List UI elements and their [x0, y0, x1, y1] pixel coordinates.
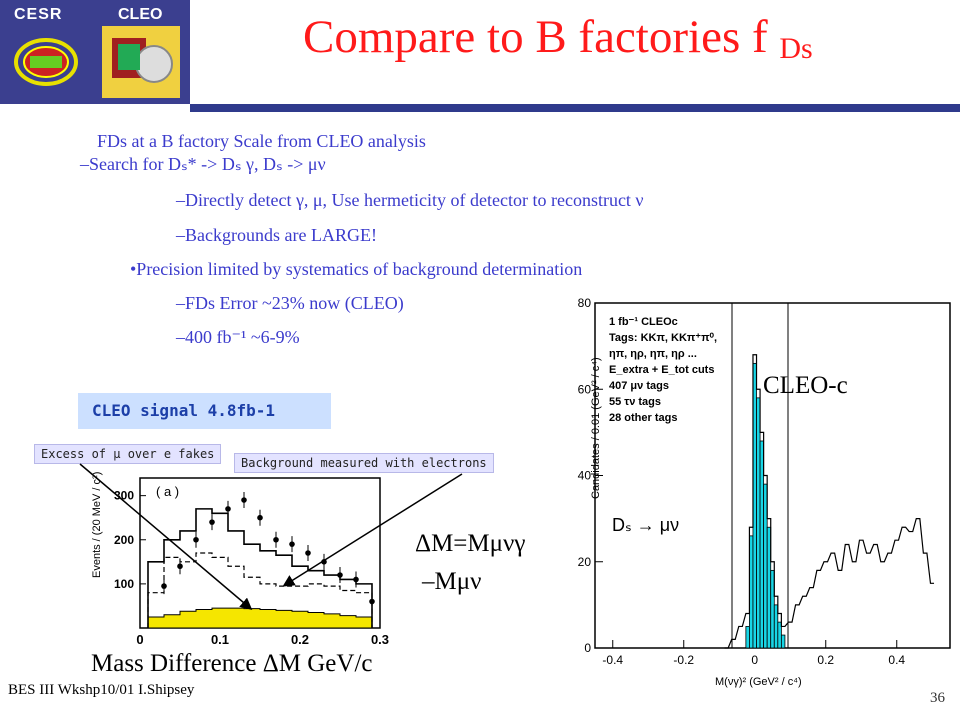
left-x-tick-label: 0.2 — [291, 632, 309, 647]
right-legend-line: ηπ, ηρ, ηπ, ηρ ... — [609, 348, 697, 360]
left-data-point — [321, 559, 327, 565]
right-y-tick-label: 80 — [578, 296, 592, 310]
bullet-6: –400 fb⁻¹ ~6-9% — [176, 327, 300, 347]
cleo-c-label: CLEO-c — [763, 372, 848, 399]
left-data-point — [161, 583, 167, 589]
header-logo-panel: CESR CLEO — [0, 0, 190, 104]
cleo-detector-icon — [102, 26, 180, 98]
bullet-4: •Precision limited by systematics of bac… — [130, 259, 583, 279]
right-y-tick-label: 60 — [578, 382, 592, 396]
left-data-point — [353, 576, 359, 583]
delta-m-line2: –Mμν — [422, 568, 482, 595]
excess-callout: Excess of μ over e fakes — [34, 444, 222, 464]
right-legend-line: 1 fb⁻¹ CLEOc — [609, 316, 678, 328]
left-y-tick-label: 300 — [114, 489, 134, 503]
bullet-5: –FDs Error ~23% now (CLEO) — [176, 293, 404, 313]
right-y-tick-label: 20 — [578, 555, 592, 569]
right-legend-line: 55 τν tags — [609, 396, 661, 408]
left-plot-frame — [139, 477, 381, 629]
right-legend-line: 28 other tags — [609, 412, 677, 424]
left-x-tick-label: 0 — [136, 632, 143, 647]
cleo-logo: CLEO — [118, 6, 163, 23]
right-legend-line: Tags: KKπ, KKπ⁺π⁰, — [609, 332, 717, 344]
left-data-point — [369, 598, 375, 605]
background-callout: Background measured with electrons — [234, 453, 494, 473]
left-plot: Events / (20 MeV / c²) 100 200 300 0 0.1 0.2… — [91, 472, 389, 647]
left-data-point — [273, 536, 279, 543]
left-data-point — [289, 541, 295, 547]
header-rule — [190, 104, 960, 112]
right-plot: 0 20 40 60 80 -0.4 -0.2 0 0.2 0.4 1 fb⁻¹ CLEOc Ta… — [578, 296, 951, 688]
bullet-3: –Backgrounds are LARGE! — [176, 225, 377, 245]
right-x-tick-label: -0.2 — [673, 653, 694, 667]
left-plot-ylabel: Events / (20 MeV / c²) — [91, 472, 103, 578]
delta-m-line1: ΔM=Mμνγ — [415, 530, 526, 557]
right-y-tick-label: 40 — [578, 469, 592, 483]
bullet-1: –Search for Dₛ* -> Dₛ γ, Dₛ -> μν — [80, 154, 326, 174]
mass-difference-label: Mass Difference ΔM GeV/c — [91, 650, 373, 677]
left-data-point — [337, 572, 343, 578]
left-y-tick-label: 200 — [114, 533, 134, 547]
right-y-tick-label: 0 — [584, 641, 591, 655]
bullet-0: FDs at a B factory Scale from CLEO analy… — [97, 131, 426, 151]
left-data-point — [193, 536, 199, 543]
right-plot-xlabel: M(νγ)² (GeV² / c⁴) — [715, 676, 802, 688]
left-data-point — [257, 514, 263, 521]
cesr-logo: CESR — [14, 6, 63, 23]
left-plot-subplot-label: ( a ) — [156, 484, 179, 499]
right-signal-bar — [745, 626, 750, 649]
ds-mu-nu-label: Dₛ → μν — [612, 515, 680, 535]
cleo-signal-box: CLEO signal 4.8fb-1 — [78, 393, 331, 429]
left-y-tick-label: 100 — [114, 577, 134, 591]
bullet-2: –Directly detect γ, μ, Use hermeticity o… — [176, 190, 644, 210]
left-data-point — [177, 563, 183, 570]
left-data-point — [209, 519, 215, 525]
right-total-line — [724, 354, 935, 649]
page-number: 36 — [930, 690, 945, 706]
left-x-tick-label: 0.3 — [371, 632, 389, 647]
right-x-tick-label: -0.4 — [602, 653, 623, 667]
slide-title: Compare to B factories f Ds — [303, 11, 813, 65]
cesr-ring-icon — [14, 38, 78, 86]
right-signal-bar — [780, 634, 786, 649]
right-x-tick-label: 0.2 — [817, 653, 834, 667]
right-legend-line: 407 μν tags — [609, 380, 669, 392]
right-x-tick-label: 0.4 — [888, 653, 905, 667]
right-x-tick-label: 0 — [751, 653, 758, 667]
right-plot-ylabel: Candidates / 0.01 (GeV² / c⁴) — [590, 357, 602, 499]
left-x-tick-label: 0.1 — [211, 632, 229, 647]
left-data-point — [241, 497, 247, 503]
left-data-point — [225, 506, 231, 512]
right-signal-bar — [756, 397, 761, 649]
footer-credit: BES III Wkshp10/01 I.Shipsey — [8, 682, 195, 698]
right-legend-line: E_extra + E_tot cuts — [609, 364, 714, 376]
left-background-fill — [147, 607, 373, 629]
left-data-point — [305, 550, 311, 556]
